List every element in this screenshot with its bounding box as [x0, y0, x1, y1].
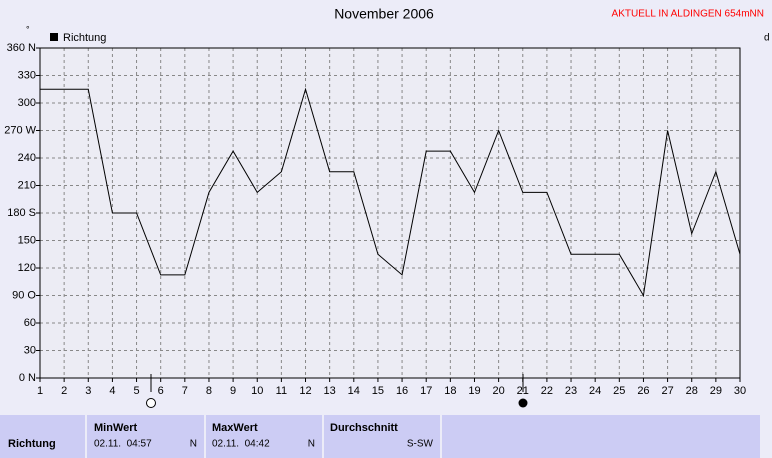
- x-tick-label: 17: [420, 385, 432, 397]
- x-tick-label: 15: [372, 385, 384, 397]
- x-tick-label: 18: [444, 385, 456, 397]
- x-tick-label: 8: [206, 385, 212, 397]
- y-tick-label: 270 W: [4, 124, 36, 136]
- x-tick-label: 14: [348, 385, 360, 397]
- table-cell: [0, 415, 85, 458]
- x-tick-label: 6: [158, 385, 164, 397]
- x-tick-label: 13: [324, 385, 336, 397]
- x-tick-label: 7: [182, 385, 188, 397]
- row-label: Richtung: [8, 438, 56, 450]
- table-cell-text: S-SW: [407, 439, 434, 450]
- x-tick-label: 28: [686, 385, 698, 397]
- table-header: MaxWert: [212, 422, 258, 434]
- y-tick-label: 150: [18, 234, 36, 246]
- x-tick-label: 2: [61, 385, 67, 397]
- y-tick-label: 90 O: [12, 289, 36, 301]
- legend-swatch: [50, 33, 58, 41]
- x-tick-label: 1: [37, 385, 43, 397]
- y-unit: °: [26, 24, 30, 34]
- notice: AKTUELL IN ALDINGEN 654mNN: [612, 9, 764, 20]
- y-tick-label: 330: [18, 69, 36, 81]
- x-tick-label: 23: [565, 385, 577, 397]
- y-tick-label: 30: [24, 344, 36, 356]
- y-tick-label: 240: [18, 152, 36, 164]
- x-tick-label: 27: [661, 385, 673, 397]
- x-tick-label: 11: [276, 385, 287, 397]
- table-cell: [87, 415, 204, 458]
- x-tick-label: 12: [299, 385, 311, 397]
- y-tick-label: 180 S: [7, 207, 36, 219]
- x-tick-label: 10: [251, 385, 263, 397]
- x-tick-label: 22: [541, 385, 553, 397]
- moon-icon: [518, 398, 528, 408]
- x-tick-label: 5: [133, 385, 139, 397]
- table-cell-text: N: [308, 439, 315, 450]
- legend-label: Richtung: [63, 32, 106, 44]
- x-tick-label: 25: [613, 385, 625, 397]
- y-tick-label: 60: [24, 317, 36, 329]
- y-tick-label: 300: [18, 97, 36, 109]
- y-tick-label: 360 N: [7, 42, 36, 54]
- x-tick-label: 24: [589, 385, 601, 397]
- table-cell-text: N: [190, 439, 197, 450]
- x-tick-label: 30: [734, 385, 746, 397]
- x-tick-label: 9: [230, 385, 236, 397]
- moon-icon: [146, 398, 156, 408]
- x-tick-label: 29: [710, 385, 722, 397]
- x-tick-label: 16: [396, 385, 408, 397]
- plot-frame: [39, 47, 741, 379]
- y-tick-label: 210: [18, 179, 36, 191]
- table-cell: [206, 415, 322, 458]
- chart-title: November 2006: [334, 6, 434, 22]
- x-tick-label: 26: [637, 385, 649, 397]
- x-tick-label: 4: [109, 385, 115, 397]
- table-cell: [324, 415, 440, 458]
- table-header: Durchschnitt: [330, 422, 398, 434]
- x-tick-label: 3: [85, 385, 91, 397]
- table-header: MinWert: [94, 422, 138, 434]
- x-tick-label: 20: [492, 385, 504, 397]
- table-cell-text: 02.11. 04:42: [212, 439, 270, 450]
- cut-label: d: [764, 33, 770, 44]
- y-tick-label: 0 N: [19, 372, 36, 384]
- table-cell: [442, 415, 760, 458]
- y-tick-label: 120: [18, 262, 36, 274]
- summary-table: MinWert MaxWert Durchschnitt Richtung 02…: [0, 415, 760, 458]
- data-line: [40, 87, 741, 297]
- table-cell-text: 02.11. 04:57: [94, 439, 152, 450]
- x-tick-label: 19: [468, 385, 480, 397]
